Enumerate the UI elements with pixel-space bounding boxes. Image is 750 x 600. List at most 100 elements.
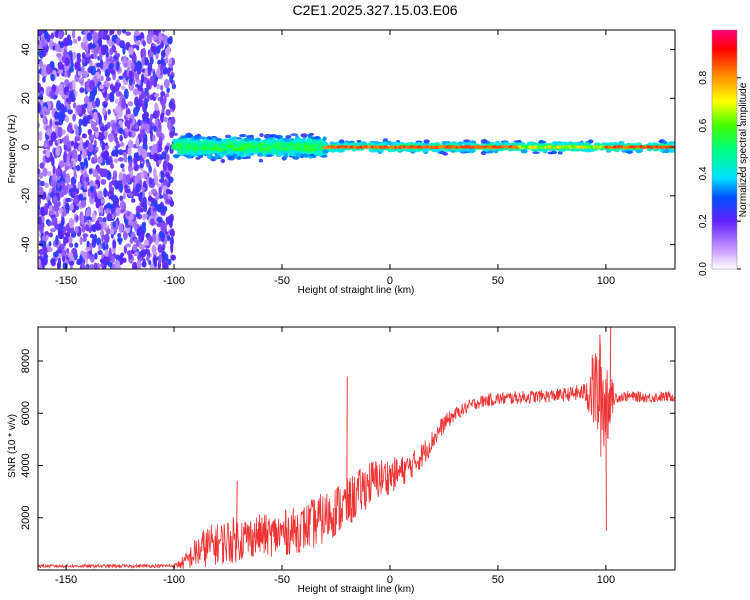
heatmap-cell <box>164 171 170 178</box>
heatmap-cell <box>55 234 59 246</box>
heatmap-cell <box>62 256 66 263</box>
heatmap-cell <box>236 157 242 160</box>
heatmap-cell <box>82 236 87 243</box>
heatmap-cell <box>146 35 153 45</box>
heatmap-cell <box>442 152 449 156</box>
heatmap-cell <box>46 170 52 177</box>
heatmap-cell <box>95 175 101 182</box>
heatmap-cell <box>78 193 84 201</box>
heatmap-cell <box>77 70 83 77</box>
heatmap-cell <box>103 187 108 198</box>
heatmap-cell <box>206 154 213 160</box>
heatmap-cell <box>55 145 61 157</box>
heatmap-cell <box>149 75 155 86</box>
heatmap-cell <box>128 78 133 86</box>
heatmap-cell <box>64 173 71 184</box>
heatmap-cell <box>162 261 169 269</box>
y-tick-label: -20 <box>20 188 32 204</box>
heatmap-cell <box>97 156 103 164</box>
heatmap-ridge-cell <box>243 142 248 146</box>
heatmap-cell <box>119 183 123 194</box>
heatmap-cell <box>136 65 142 75</box>
heatmap-cell <box>87 154 91 161</box>
heatmap-cell <box>284 153 289 159</box>
heatmap-cell <box>214 150 220 154</box>
heatmap-ridge-cell <box>184 148 190 151</box>
heatmap-cell <box>45 108 51 116</box>
heatmap-cell <box>118 172 123 181</box>
colorbar-label: Normalized spectral amplitude <box>738 82 749 217</box>
heatmap-cell <box>105 76 112 82</box>
heatmap-cell <box>91 91 97 96</box>
heatmap-cell <box>102 217 107 224</box>
heatmap-cell <box>56 52 62 58</box>
snr-panel: -150 -100 -50 0 50 100 2000400060008000 … <box>7 326 676 595</box>
heatmap-cell <box>92 31 98 43</box>
heatmap-cell <box>84 53 91 58</box>
heatmap-cell <box>167 258 172 266</box>
heatmap-cell <box>135 136 140 148</box>
heatmap-ridge-cell <box>271 142 276 146</box>
heatmap-cell <box>111 180 116 186</box>
heatmap-cell <box>130 177 134 183</box>
heatmap-cell <box>161 30 166 33</box>
heatmap-cell <box>480 139 488 144</box>
heatmap-cell <box>96 165 100 173</box>
heatmap-cell <box>557 151 563 155</box>
spectrogram-x-tick-labels: -150 -100 -50 0 50 100 <box>55 275 615 287</box>
heatmap-cell <box>149 263 155 269</box>
heatmap-cell <box>53 201 60 213</box>
heatmap-cell <box>38 222 44 234</box>
heatmap-cell <box>46 33 51 43</box>
heatmap-cell <box>122 151 128 157</box>
heatmap-cell <box>114 81 120 92</box>
heatmap-cell <box>156 183 161 188</box>
heatmap-cell <box>116 53 121 58</box>
heatmap-cell <box>163 78 170 89</box>
heatmap-cell <box>125 31 131 36</box>
heatmap-cell <box>374 140 380 146</box>
heatmap-cell <box>93 197 99 203</box>
x-tick-label: -100 <box>163 574 185 586</box>
heatmap-cell <box>69 91 75 102</box>
heatmap-cell <box>308 153 316 157</box>
heatmap-cell <box>75 214 79 222</box>
heatmap-cell <box>662 140 668 145</box>
colorbar-gradient <box>712 30 737 269</box>
heatmap-cell <box>140 73 145 83</box>
heatmap-cell <box>79 76 85 86</box>
heatmap-cell <box>146 80 151 92</box>
heatmap-cell <box>38 40 43 51</box>
heatmap-cell <box>38 82 41 89</box>
heatmap-cell <box>134 30 140 36</box>
y-tick-label: 2000 <box>20 505 32 529</box>
heatmap-cell <box>81 133 87 139</box>
heatmap-cell <box>130 61 135 70</box>
snr-x-tick-labels: -150 -100 -50 0 50 100 <box>55 574 615 586</box>
heatmap-cell <box>49 205 53 211</box>
heatmap-cell <box>135 40 141 46</box>
heatmap-cell <box>38 248 45 256</box>
heatmap-cell <box>152 134 156 142</box>
heatmap-cell <box>38 258 41 267</box>
heatmap-cell <box>81 148 87 159</box>
heatmap-cell <box>77 125 82 136</box>
heatmap-cell <box>133 238 137 244</box>
heatmap-cell <box>105 145 110 150</box>
heatmap-cell <box>101 141 106 152</box>
heatmap-cell <box>156 45 161 54</box>
heatmap-cell <box>93 111 98 121</box>
heatmap-cell <box>91 157 95 164</box>
heatmap-cell <box>150 188 157 194</box>
heatmap-cell <box>142 40 146 47</box>
heatmap-cell <box>115 61 120 71</box>
heatmap-cell <box>64 232 71 237</box>
heatmap-cell <box>134 72 138 78</box>
heatmap-cell <box>635 142 642 147</box>
heatmap-cell <box>116 265 122 269</box>
heatmap-cell <box>356 139 362 144</box>
heatmap-ridge-cell <box>270 145 275 149</box>
heatmap-ridge-cell <box>281 145 287 149</box>
heatmap-cell <box>220 158 226 164</box>
